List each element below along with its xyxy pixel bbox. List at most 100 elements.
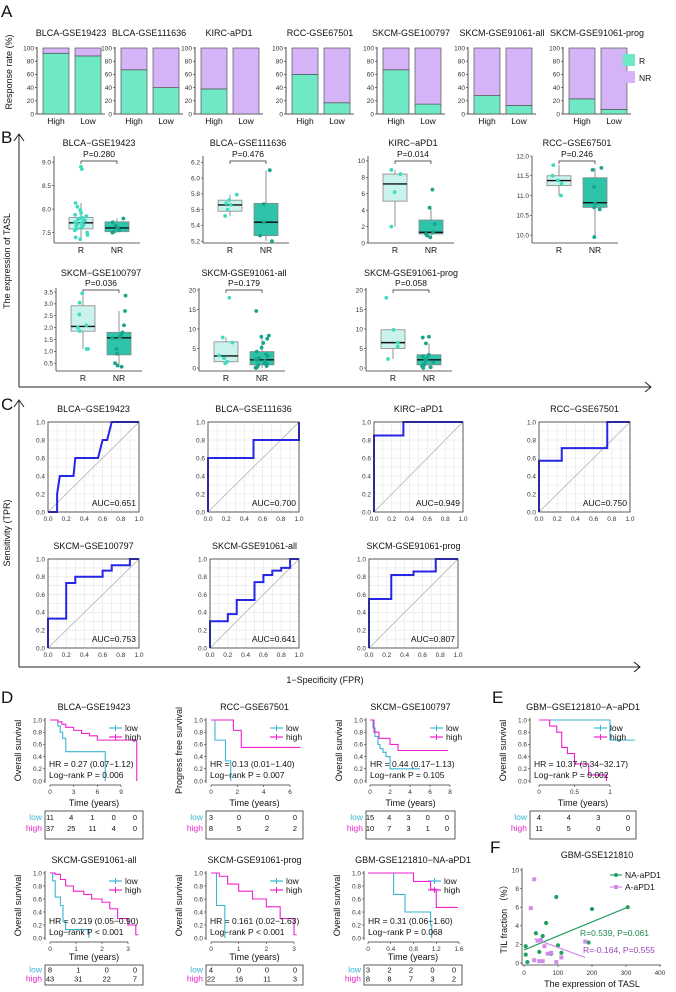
- diagonal-reference-line: [207, 421, 300, 513]
- data-point: [78, 226, 83, 230]
- survival-chart: SKCM-GSE91061-all Overall survival 0.0 0.2 0…: [13, 855, 144, 986]
- y-tick-label: 10.5: [516, 213, 529, 220]
- roc-chart: SKCM-GSE91061-prog 0.00.0 0.2 0.2 0.4 0.4 0.6 0…: [357, 541, 463, 659]
- x-tick-label: 0.0: [364, 652, 373, 659]
- y-axis-label: The expression of TASL: [2, 213, 12, 309]
- data-point: [554, 894, 559, 900]
- x-tick-label: 0: [48, 789, 52, 796]
- legend-marker: [614, 885, 618, 889]
- risk-count: 0: [293, 966, 297, 975]
- logrank-p-label: Log−rank P = 0.007: [210, 770, 285, 780]
- x-tick-label: 0.5: [570, 789, 579, 796]
- risk-count: 22: [207, 975, 215, 984]
- data-point: [532, 877, 537, 882]
- data-point: [227, 198, 232, 203]
- y-axis-label: Overall survival: [334, 720, 344, 782]
- x-tick-label: 1.0: [294, 516, 303, 523]
- legend-label: high: [286, 732, 302, 742]
- y-axis-label: Overall survival: [174, 875, 184, 937]
- y-tick-label: 1.0: [36, 556, 45, 563]
- correlation-label: R=-0.164, P=0.555: [583, 945, 655, 955]
- y-tick-label: 40: [27, 85, 35, 92]
- y-tick-label: 1.0: [352, 870, 361, 877]
- x-tick-label: 0.2: [222, 516, 231, 523]
- roc-chart: SKCM−GSE100797 0.00.0 0.2 0.2 0.4 0.4 0.6 0.6 0.…: [36, 541, 144, 659]
- risk-table: [205, 964, 304, 986]
- data-point: [395, 344, 400, 349]
- y-tick-label: 80: [458, 59, 466, 66]
- panel-label-f: F: [490, 838, 500, 857]
- panel-label-b: B: [1, 128, 12, 147]
- data-point: [223, 214, 228, 218]
- y-tick-label: 0.4: [198, 610, 207, 617]
- x-tick-label: 1.0: [625, 516, 634, 523]
- y-tick-label: 40: [367, 85, 375, 92]
- chart-title: RCC−GSE67501: [220, 702, 289, 712]
- y-tick-label: 10: [356, 326, 364, 333]
- data-point: [79, 167, 84, 172]
- data-point: [110, 336, 115, 341]
- data-point: [532, 958, 537, 963]
- x-category-label: R: [556, 245, 562, 255]
- chart-title: SKCM-GSE91061-prog: [207, 855, 301, 865]
- x-axis-label: Time (years): [558, 798, 608, 808]
- risk-count: 4: [387, 813, 391, 822]
- survival-chart: GBM−GSE121810−A−aPD1 Overall survival 0.0 0…: [498, 702, 640, 840]
- x-tick-label: 0.6: [259, 652, 268, 659]
- logrank-p-label: Log−rank P = 0.002: [534, 770, 609, 780]
- risk-count: 10: [366, 824, 374, 833]
- diagonal-reference-line: [47, 558, 140, 649]
- data-point: [420, 335, 425, 340]
- diagonal-reference-line: [538, 421, 631, 513]
- risk-count: 0: [265, 966, 269, 975]
- x-tick-label: 0: [522, 970, 526, 977]
- data-point: [389, 224, 394, 229]
- p-value-label: P=0.014: [397, 149, 429, 159]
- y-tick-label: 8: [515, 886, 519, 893]
- x-tick-label: 0.0: [205, 652, 214, 659]
- y-tick-label: 60: [458, 72, 466, 79]
- data-point: [77, 300, 82, 305]
- data-point: [224, 201, 229, 206]
- y-tick-label: 0.0: [352, 935, 361, 942]
- hazard-ratio-label: HR = 0.31 (0.06−1.60): [368, 916, 453, 926]
- risk-count: 0: [105, 966, 109, 975]
- y-tick-label: 100: [272, 45, 283, 52]
- legend-label: high: [444, 885, 460, 895]
- risk-row-label: high: [187, 974, 203, 984]
- data-point: [254, 349, 259, 354]
- x-tick-label: 3: [72, 789, 76, 796]
- data-point: [559, 193, 563, 198]
- data-point: [267, 168, 272, 173]
- y-axis-label: Sensitivity (TPR): [2, 499, 12, 566]
- y-tick-label: 20: [189, 287, 197, 294]
- y-tick-label: 0: [359, 365, 363, 372]
- box-nr: [253, 202, 279, 237]
- auc-label: AUC=0.750: [583, 498, 627, 508]
- x-tick-label: 2: [100, 946, 104, 953]
- y-tick-label: 5.2: [191, 238, 200, 245]
- data-point: [428, 235, 433, 240]
- legend-label: low: [286, 723, 300, 733]
- risk-row-label: high: [26, 823, 42, 833]
- x-tick-label: 0: [366, 946, 370, 953]
- x-tick-label: 3: [126, 946, 130, 953]
- x-tick-label: 0.4: [400, 652, 409, 659]
- risk-count: 0: [293, 813, 297, 822]
- legend-label: NR: [639, 73, 651, 83]
- data-point: [525, 959, 530, 965]
- km-curve-low: [50, 719, 106, 781]
- y-tick-label: 0.8: [352, 883, 361, 890]
- legend-label: high: [125, 885, 141, 895]
- chart-title: KIRC−aPD1: [394, 404, 443, 414]
- risk-count: 3: [406, 813, 410, 822]
- risk-count: 8: [387, 975, 391, 984]
- y-tick-label: 0.8: [36, 574, 45, 581]
- legend-label: low: [444, 876, 458, 886]
- y-tick-label: 0.0: [36, 645, 45, 652]
- chart-title: BLCA−GSE111636: [210, 138, 286, 148]
- data-point: [122, 323, 126, 328]
- p-value-label: P=0.058: [395, 278, 427, 288]
- response-bar-chart: SKCM-GSE91061-all 0 20 40 60 80 100 High Low: [454, 28, 544, 126]
